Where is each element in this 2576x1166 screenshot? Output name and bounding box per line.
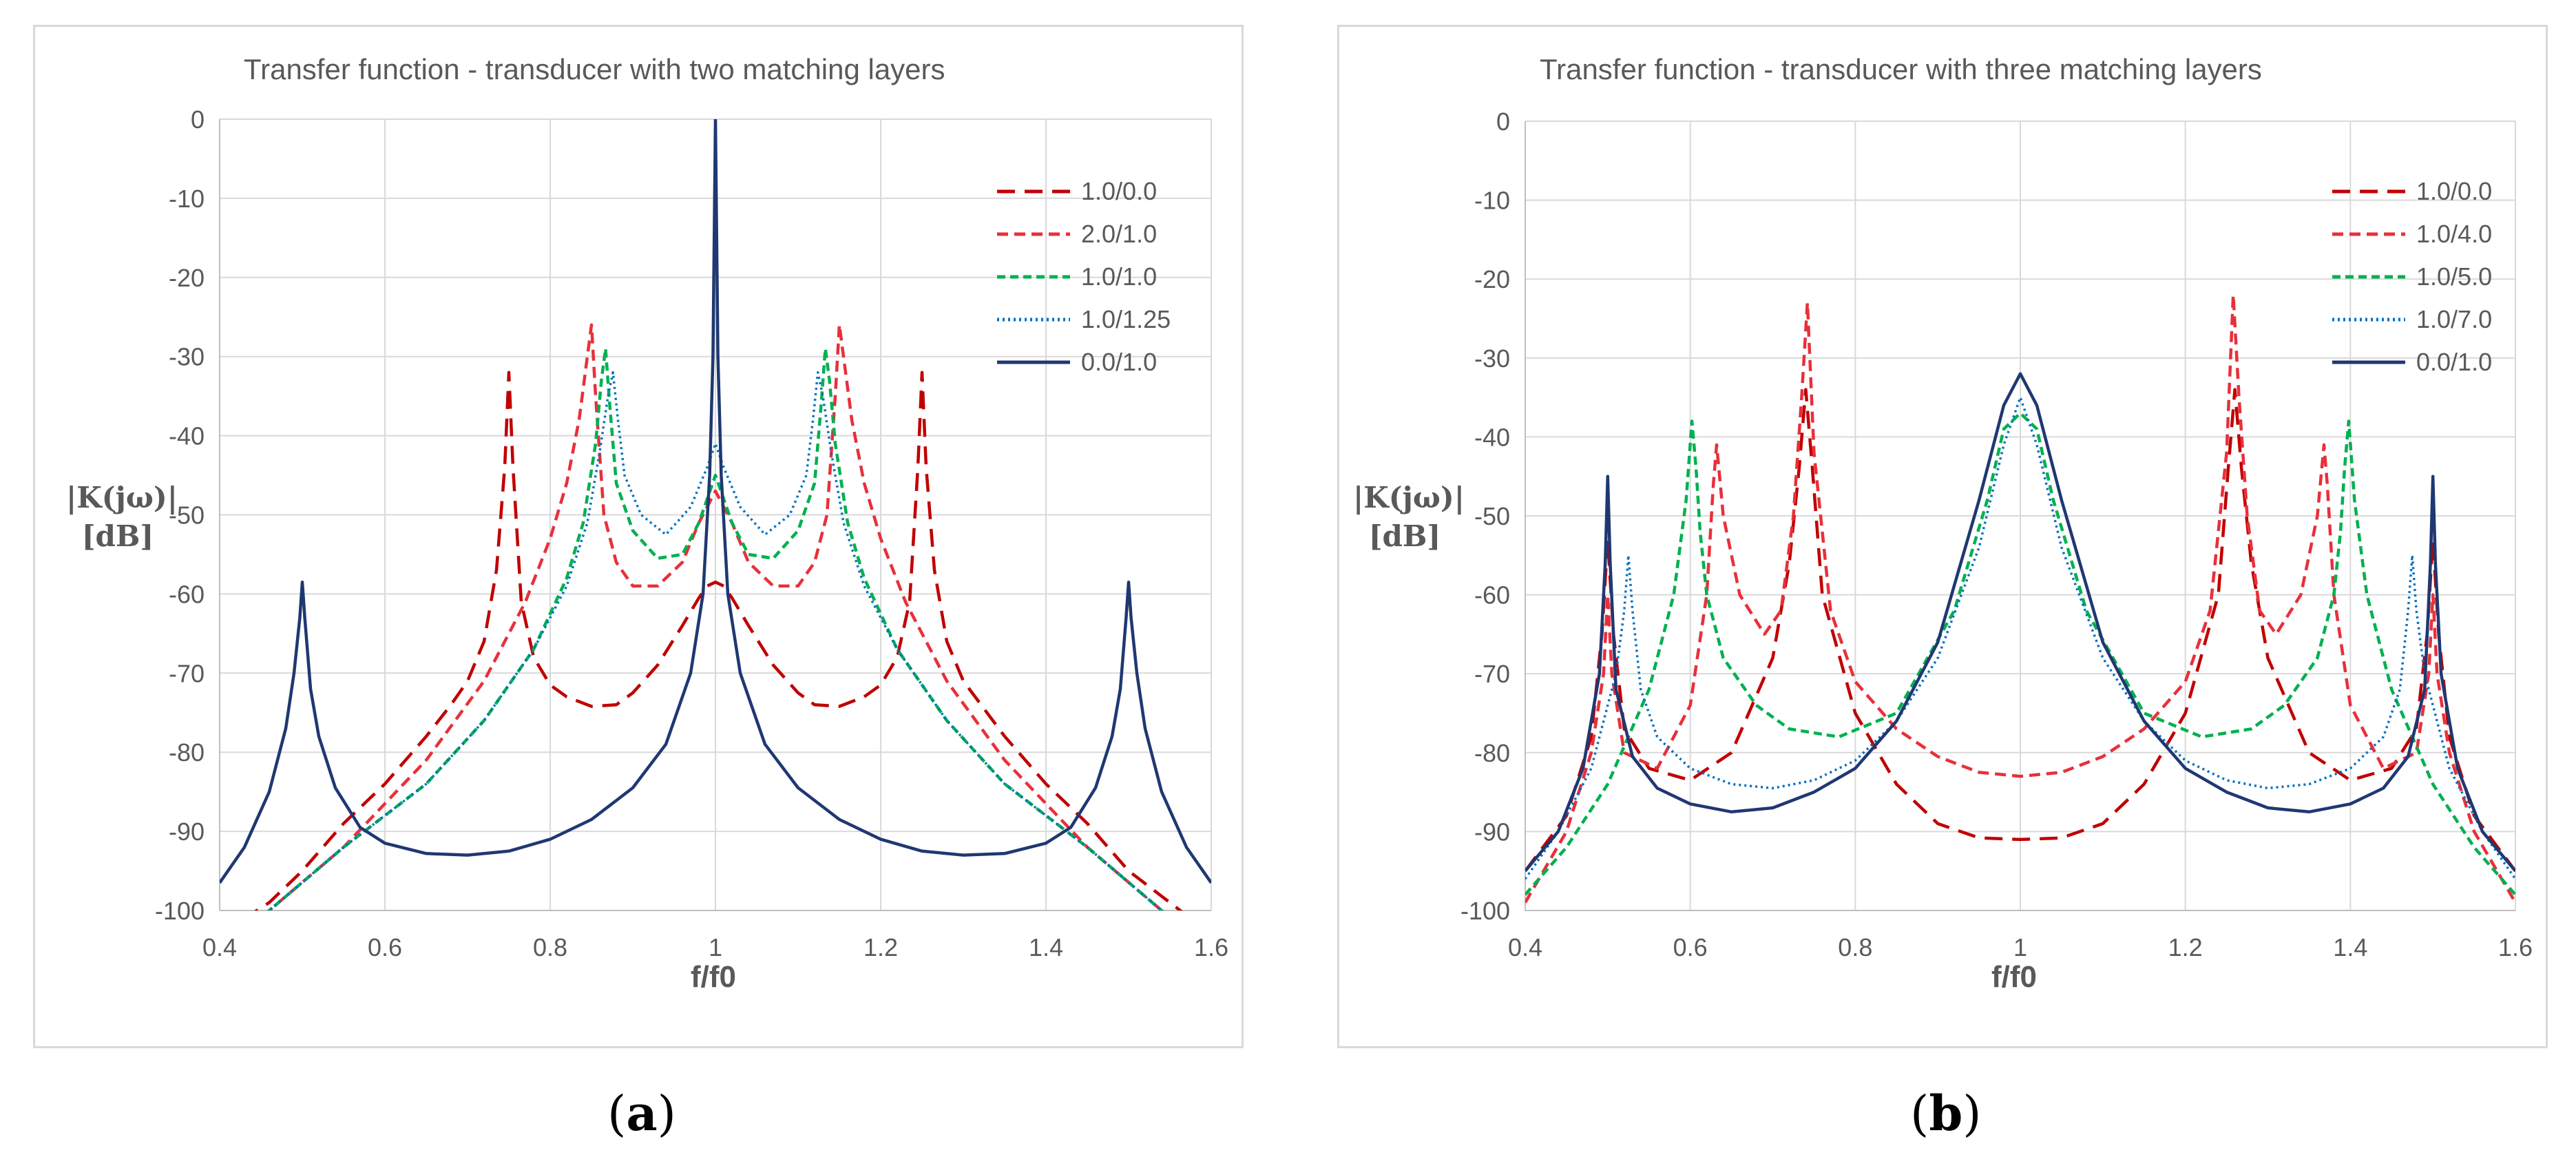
legend-label: 1.0/1.0 — [1081, 262, 1158, 291]
y-tick-label: -20 — [169, 264, 205, 292]
legend-swatch — [997, 360, 1070, 364]
y-tick-label: -90 — [169, 818, 205, 846]
legend-label: 1.0/0.0 — [1081, 177, 1158, 205]
y-tick-label: -50 — [169, 501, 205, 530]
x-tick-label: 1.6 — [2498, 933, 2533, 961]
y-tick-label: -70 — [1474, 660, 1510, 688]
y-axis-label-line1: |K(jω)| — [66, 481, 178, 514]
chart-plot-b: 0 -10 -20 -30 -40 -50 -60 -70 -80 -90 -100 0.4 0.6 0.… — [1460, 107, 2533, 961]
legend-swatch — [997, 232, 1070, 236]
legend-swatch — [997, 317, 1070, 322]
legend-item: 1.0/5.0 — [2331, 256, 2492, 298]
legend-swatch — [2332, 189, 2405, 194]
y-tick-label: 0 — [191, 105, 205, 134]
y-tick-label: -20 — [1474, 265, 1510, 293]
legend-swatch — [2332, 360, 2405, 364]
legend-swatch — [997, 189, 1070, 194]
legend-item: 1.0/4.0 — [2331, 213, 2492, 256]
chart-panel-b: 0 -10 -20 -30 -40 -50 -60 -70 -80 -90 -100 0.4 0.6 0.… — [1337, 25, 2548, 1048]
legend-swatch — [2332, 275, 2405, 279]
legend-swatch — [2332, 317, 2405, 322]
x-tick-label: 0.8 — [1838, 933, 1872, 961]
legend-label: 1.0/4.0 — [2416, 220, 2493, 248]
y-axis-label: |K(jω)| [dB] — [1353, 479, 1465, 556]
y-tick-label: -90 — [1474, 818, 1510, 846]
y-tick-label: -30 — [1474, 344, 1510, 373]
y-tick-label: -10 — [1474, 187, 1510, 215]
x-tick-label: 1 — [2013, 933, 2027, 961]
x-tick-label: 1.6 — [1194, 933, 1228, 961]
series-line-1-0-0-0 — [1525, 388, 2515, 873]
y-tick-label: -10 — [169, 185, 205, 213]
y-axis-label-line1: |K(jω)| — [1353, 481, 1465, 514]
y-tick-label: -100 — [155, 897, 205, 925]
y-axis-label: |K(jω)| [dB] — [66, 479, 178, 556]
y-tick-label: -50 — [1474, 502, 1510, 530]
series-line-2-0-1-0 — [266, 323, 1165, 910]
x-axis-label: f/f0 — [691, 960, 736, 994]
legend-swatch — [997, 275, 1070, 279]
y-tick-label: -80 — [169, 738, 205, 767]
panel-caption-letter: b — [1929, 1085, 1963, 1142]
legend-item: 1.0/0.0 — [2331, 170, 2492, 213]
x-tick-label: 0.4 — [1508, 933, 1542, 961]
panel-caption-a: (a) — [607, 1085, 676, 1142]
chart-panel-a: 0 -10 -20 -30 -40 -50 -60 -70 -80 -90 -100 0.4 0.6 0.… — [33, 25, 1244, 1048]
panel-caption-letter: a — [626, 1085, 658, 1142]
x-axis-label: f/f0 — [1991, 960, 2037, 994]
legend-item: 1.0/7.0 — [2331, 298, 2492, 341]
x-tick-label: 1.2 — [2168, 933, 2203, 961]
legend-label: 0.0/1.0 — [1081, 348, 1158, 376]
y-axis-label-line2: [dB] — [81, 519, 154, 553]
x-tick-label: 0.4 — [202, 933, 237, 961]
legend-label: 1.0/5.0 — [2416, 262, 2493, 291]
x-tick-label: 1.4 — [2333, 933, 2367, 961]
y-tick-label: -100 — [1460, 897, 1510, 925]
legend-item: 1.0/0.0 — [996, 170, 1171, 213]
legend-label: 0.0/1.0 — [2416, 348, 2493, 376]
legend-label: 1.0/7.0 — [2416, 305, 2493, 333]
series-line-1-0-1-0 — [266, 346, 1165, 910]
legend-item: 0.0/1.0 — [2331, 341, 2492, 384]
panel-caption-b: (b) — [1910, 1085, 1982, 1142]
y-tick-label: -60 — [1474, 581, 1510, 610]
chart-plot-a: 0 -10 -20 -30 -40 -50 -60 -70 -80 -90 -100 0.4 0.6 0.… — [155, 105, 1228, 961]
y-tick-label: -70 — [169, 659, 205, 687]
chart-title: Transfer function - transducer with thre… — [1540, 53, 2262, 85]
series-line-0-0-1-0 — [1525, 372, 2515, 873]
x-tick-label: 0.6 — [368, 933, 402, 961]
legend-swatch — [2332, 232, 2405, 236]
series-line-1-0-5-0 — [1525, 411, 2515, 896]
y-tick-label: -30 — [169, 343, 205, 371]
legend-item: 0.0/1.0 — [996, 341, 1171, 384]
y-tick-label: -40 — [169, 422, 205, 450]
x-tick-label: 1.2 — [863, 933, 898, 961]
legend-item: 1.0/1.0 — [996, 256, 1171, 298]
legend-item: 1.0/1.25 — [996, 298, 1171, 341]
series-line-1-0-4-0 — [1525, 293, 2515, 904]
y-tick-label: 0 — [1496, 107, 1510, 136]
legend-label: 2.0/1.0 — [1081, 220, 1158, 248]
legend-label: 1.0/1.25 — [1081, 305, 1171, 333]
y-tick-label: -60 — [169, 580, 205, 608]
y-tick-label: -40 — [1474, 423, 1510, 451]
legend: 1.0/0.0 1.0/4.0 1.0/5.0 1.0/7.0 0.0/1.0 — [2331, 170, 2492, 384]
y-tick-label: -80 — [1474, 739, 1510, 767]
legend: 1.0/0.0 2.0/1.0 1.0/1.0 1.0/1.25 0.0/1.0 — [996, 170, 1171, 384]
series-line-0-0-1-0 — [220, 119, 1211, 884]
legend-item: 2.0/1.0 — [996, 213, 1171, 256]
x-tick-label: 1.4 — [1029, 933, 1063, 961]
legend-label: 1.0/0.0 — [2416, 177, 2493, 205]
series-line-1-0-0-0 — [253, 371, 1183, 910]
x-tick-label: 0.8 — [533, 933, 567, 961]
x-tick-label: 1 — [709, 933, 722, 961]
chart-title: Transfer function - transducer with two … — [244, 53, 945, 85]
series-line-1-0-1-25 — [266, 371, 1164, 910]
x-tick-label: 0.6 — [1673, 933, 1708, 961]
y-axis-label-line2: [dB] — [1368, 519, 1441, 553]
